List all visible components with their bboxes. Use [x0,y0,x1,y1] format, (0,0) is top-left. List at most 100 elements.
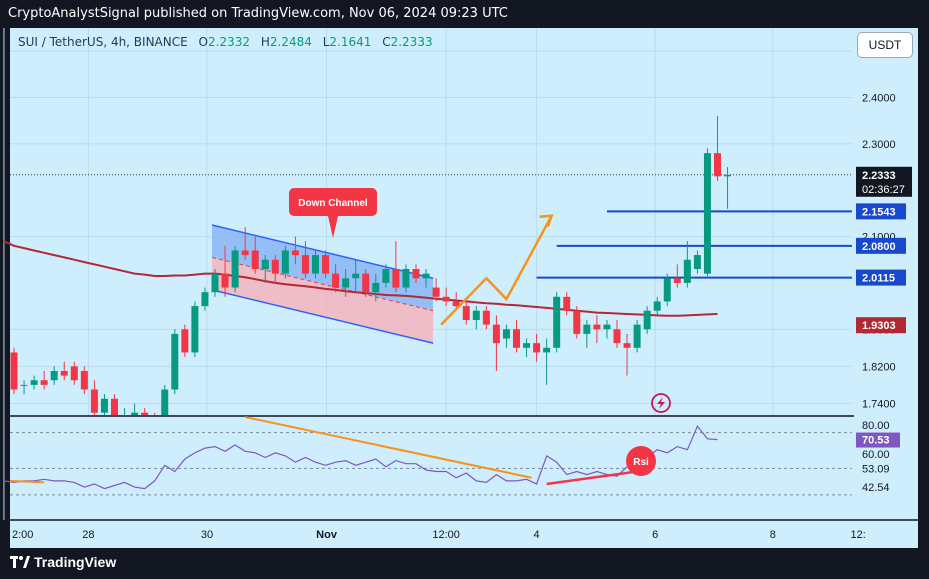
rsi-tick-label: 60.00 [862,449,890,461]
candle-body [362,273,370,293]
projection-arrow-head [539,214,554,228]
candle [60,361,68,381]
candle [171,329,179,395]
last-price-badge [856,166,912,197]
candle [563,292,571,316]
candle [100,394,108,415]
candle [502,324,510,348]
candle-body [111,398,118,415]
channel-mid-line [211,256,434,312]
high-label: H [260,35,270,49]
candle-body [613,329,621,344]
candle-body [40,380,48,385]
candle [653,296,661,316]
rsi-pane: Rsi [3,416,852,520]
horizontal-levels [10,174,852,279]
candle [191,301,199,358]
candle-body [50,370,58,381]
time-tick-label: 8 [770,529,776,541]
candle-body [412,269,420,279]
candle [573,306,581,339]
candle [402,264,410,293]
candle-body [90,389,98,413]
open-label: O [198,35,208,49]
candle [472,306,480,330]
candle [271,255,279,283]
candle [281,245,289,279]
down-channel-pointer [328,216,338,238]
rsi-value-badge [856,432,900,448]
candle-body [432,287,440,297]
time-tick-label: 28 [82,529,94,541]
candle-body [643,310,651,330]
candle-body [472,310,480,320]
candle-body [161,389,169,415]
tradingview-footer[interactable]: TradingView [10,552,116,572]
countdown-label: 02:36:27 [862,184,905,196]
level-badge [856,203,906,220]
candle-body [221,273,229,288]
candle-body [271,259,279,274]
time-axis-background [10,520,918,548]
candle [141,408,149,415]
candle [80,366,88,395]
candle-body [402,269,410,288]
candle-body [593,324,601,330]
price-tick-label: 1.8200 [862,361,896,373]
close-label: C [382,35,391,49]
candle [543,338,551,385]
rsi-line [3,425,718,490]
candle-body [352,273,360,279]
candle-body [623,343,631,348]
time-tick-label: 6 [652,529,658,541]
price-axis: 2.50002.40002.30002.10001.90001.82001.74… [854,28,918,520]
candle-body [452,301,460,307]
candle [683,241,691,288]
candle [161,384,169,415]
candle [462,301,470,325]
candle [30,375,38,390]
candle-body [372,282,380,293]
low-value: 2.1641 [329,35,372,49]
candle [211,269,219,297]
down-channel-label: Down Channel [298,198,368,209]
candle [623,333,631,376]
candle-body [543,347,551,353]
level-label: 2.0115 [862,273,895,285]
candle [372,273,380,302]
candle [693,250,701,274]
candle-body [312,255,319,274]
candle-body [563,296,571,311]
candle [10,347,18,395]
projection-arrow [440,215,553,326]
high-value: 2.2484 [269,35,312,49]
candle-body [80,370,88,390]
candle-body [241,250,249,256]
level-label: 2.1543 [862,206,896,218]
candle [553,292,561,353]
candle [432,278,440,302]
candle-body [131,412,139,415]
candle [231,245,239,293]
candle [412,264,420,283]
candle-body [342,278,350,288]
time-axis: 2:00 28 30 Nov 12:00 4 6 8 12: [10,519,918,548]
rsi-value-label: 70.53 [862,435,890,447]
low-label: L [322,35,330,49]
candle [613,319,621,348]
candle-body [20,384,28,386]
price-tick-label: 1.7400 [862,398,896,410]
candle-body [724,174,732,177]
candle [131,403,139,415]
currency-button[interactable]: USDT [857,32,913,58]
candle [703,148,711,279]
arrow-drawings [440,214,671,413]
candle-body [70,366,78,381]
level-label: 2.0800 [862,241,896,253]
rsi-callout-bubble [626,446,656,476]
ma-value-label: 1.9303 [862,320,896,332]
candle [181,324,189,358]
candle [251,236,259,274]
